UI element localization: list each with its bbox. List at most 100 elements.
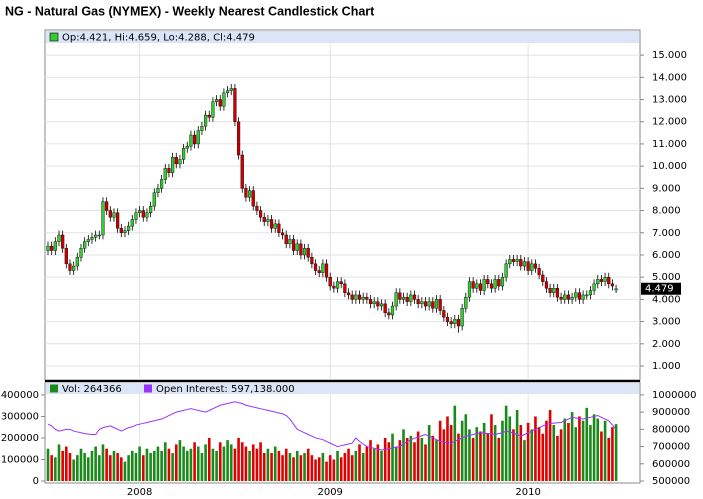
volume-bar bbox=[460, 420, 464, 481]
chart-title: NG - Natural Gas (NYMEX) - Weekly Neares… bbox=[5, 4, 375, 18]
candle-body bbox=[361, 296, 365, 300]
volume-bar bbox=[149, 453, 152, 481]
candle-body bbox=[149, 205, 153, 213]
volume-bar bbox=[343, 453, 347, 481]
candle-body bbox=[214, 99, 219, 102]
candle-body bbox=[53, 241, 57, 251]
candle-body bbox=[453, 319, 457, 325]
candle-body bbox=[79, 248, 83, 258]
volume-bar bbox=[519, 425, 523, 481]
volume-bar bbox=[101, 444, 105, 481]
volume-bar bbox=[607, 437, 611, 481]
volume-bar bbox=[552, 425, 556, 481]
open-interest-line bbox=[47, 401, 617, 451]
candle-body bbox=[163, 168, 167, 180]
volume-bar bbox=[277, 450, 281, 481]
candle-body bbox=[401, 296, 406, 300]
y-tick-label: 15.000 bbox=[652, 50, 687, 61]
volume-bar bbox=[273, 446, 277, 481]
candle-body bbox=[471, 281, 475, 289]
y-tick-label: 8.000 bbox=[652, 206, 681, 217]
candle-body bbox=[251, 190, 255, 207]
candle-body bbox=[379, 303, 384, 307]
volume-bar bbox=[402, 429, 405, 481]
volume-bar bbox=[559, 429, 563, 481]
candle-body bbox=[116, 212, 120, 229]
y-tick-label: 300000 bbox=[1, 411, 39, 422]
volume-bar bbox=[585, 407, 589, 481]
volume-bar bbox=[94, 446, 97, 481]
candle-body bbox=[497, 279, 501, 287]
candle-body bbox=[332, 285, 336, 289]
volume-bar bbox=[295, 450, 299, 481]
volume-bar bbox=[116, 453, 119, 481]
volume-bar bbox=[207, 437, 211, 481]
candle-body bbox=[288, 239, 292, 245]
candle-body bbox=[64, 248, 68, 265]
candle-body bbox=[456, 319, 461, 327]
candle-body bbox=[321, 263, 325, 273]
candle-body bbox=[138, 210, 142, 213]
volume-bar bbox=[504, 405, 508, 481]
volume-bar bbox=[556, 435, 559, 481]
candle-body bbox=[291, 239, 296, 251]
candle-body bbox=[522, 261, 527, 267]
candle-body bbox=[574, 292, 578, 298]
volume-bar bbox=[178, 440, 182, 481]
candle-body bbox=[581, 294, 585, 300]
volume-bar bbox=[281, 455, 284, 481]
volume-bar bbox=[193, 442, 196, 481]
legend-swatch bbox=[49, 32, 59, 42]
volume-bar bbox=[255, 448, 259, 481]
candle-body bbox=[526, 261, 530, 271]
volume-bar bbox=[438, 420, 442, 481]
candle-body bbox=[280, 232, 285, 236]
volume-bar bbox=[449, 425, 453, 481]
volume-bar bbox=[530, 429, 534, 481]
volume-bar bbox=[211, 448, 215, 481]
candle-body bbox=[398, 292, 402, 300]
legend-text: Open Interest: 597,138.000 bbox=[156, 384, 295, 395]
candle-body bbox=[368, 299, 373, 305]
volume-bar bbox=[259, 442, 262, 481]
volume-bar bbox=[537, 427, 541, 481]
volume-bar bbox=[160, 450, 163, 481]
volume-bar bbox=[237, 437, 240, 481]
volume-bar bbox=[200, 453, 204, 481]
volume-bar bbox=[614, 424, 618, 481]
y-tick-label: 12.000 bbox=[652, 117, 687, 128]
candle-body bbox=[500, 276, 505, 287]
volume-bar bbox=[134, 453, 138, 481]
candle-body bbox=[57, 234, 61, 242]
volume-bar bbox=[174, 444, 178, 481]
volume-bar bbox=[79, 448, 83, 481]
volume-bar bbox=[185, 450, 189, 481]
volume-bar bbox=[534, 416, 537, 481]
candle-body bbox=[541, 274, 545, 282]
candle-body bbox=[431, 301, 435, 309]
candle-body bbox=[266, 219, 270, 222]
volume-bar bbox=[109, 455, 112, 481]
volume-bar bbox=[475, 427, 479, 481]
candle-body bbox=[222, 92, 226, 107]
candle-body bbox=[302, 248, 307, 256]
candle-body bbox=[394, 292, 398, 307]
y2-tick-label: 600000 bbox=[652, 459, 690, 470]
volume-bar bbox=[383, 437, 387, 481]
candle-body bbox=[119, 228, 123, 233]
candle-body bbox=[171, 157, 175, 173]
volume-bar bbox=[361, 453, 365, 481]
volume-bar bbox=[541, 433, 545, 481]
volume-bar bbox=[394, 446, 398, 481]
candle-body bbox=[269, 219, 274, 229]
candle-body bbox=[343, 283, 347, 293]
candle-body bbox=[423, 301, 428, 307]
volume-bar bbox=[196, 446, 200, 481]
volume-bar bbox=[57, 444, 61, 481]
candle-body bbox=[255, 205, 259, 211]
candle-body bbox=[225, 90, 230, 94]
candle-body bbox=[130, 219, 134, 227]
volume-bar bbox=[369, 440, 372, 481]
candle-body bbox=[383, 303, 387, 313]
